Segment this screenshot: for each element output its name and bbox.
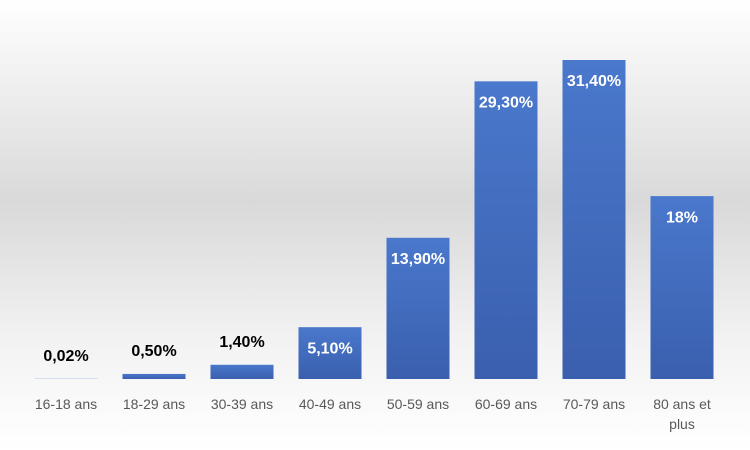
- x-tick-label: 16-18 ans: [34, 396, 98, 412]
- x-tick-label: 70-79 ans: [562, 396, 626, 412]
- data-label: 1,40%: [219, 334, 264, 351]
- data-label: 13,90%: [391, 251, 445, 268]
- x-tick-label: 18-29 ans: [122, 396, 186, 412]
- x-tick-label: 80 ans et plus: [653, 396, 711, 432]
- data-label: 0,02%: [43, 348, 88, 365]
- x-tick-label: 30-39 ans: [210, 396, 274, 412]
- bar: [298, 327, 362, 379]
- data-label: 0,50%: [131, 343, 176, 360]
- x-tick-label: 60-69 ans: [474, 396, 538, 412]
- x-tick-label: 50-59 ans: [386, 396, 450, 412]
- bar: [562, 60, 626, 379]
- data-label: 5,10%: [307, 340, 352, 357]
- bar: [210, 364, 274, 379]
- data-label: 18%: [666, 209, 698, 226]
- bar: [650, 196, 714, 379]
- bar: [474, 81, 538, 379]
- bar: [122, 373, 186, 379]
- data-label: 31,40%: [567, 73, 621, 90]
- bar: [386, 237, 450, 379]
- x-tick-label: 40-49 ans: [298, 396, 362, 412]
- data-label: 29,30%: [479, 95, 533, 112]
